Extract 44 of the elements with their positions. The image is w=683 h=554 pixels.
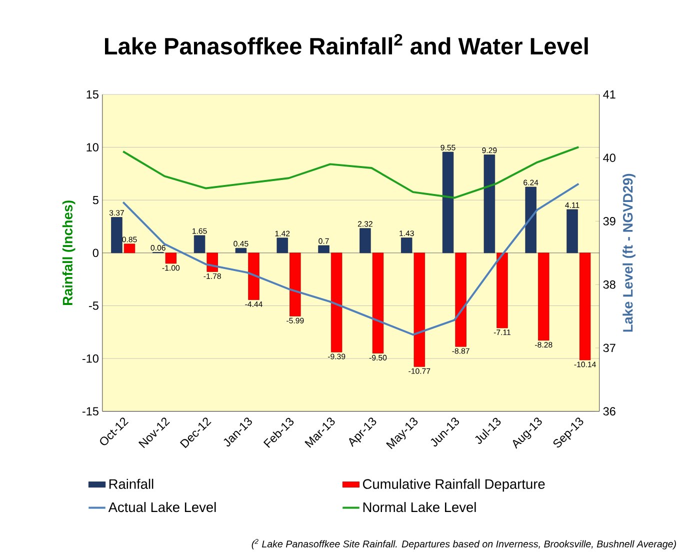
y2-tick-label: 38 — [603, 280, 616, 289]
bar — [276, 238, 288, 254]
legend-label: Cumulative Rainfall Departure — [362, 478, 545, 492]
bar — [360, 228, 371, 254]
y-tick-label: 0 — [92, 248, 98, 258]
bar — [124, 244, 136, 254]
y2-tick-label: 37 — [603, 344, 616, 352]
legend-label: Actual Lake Level — [108, 502, 216, 512]
bar — [525, 186, 536, 254]
y2-tick-label: 39 — [603, 217, 616, 226]
y-tick-label: -15 — [82, 407, 98, 416]
y2-axis-title: Lake Level (ft - NGVD29) — [622, 174, 636, 332]
bar — [372, 252, 384, 354]
bar — [165, 252, 177, 264]
y2-tick-label: 41 — [603, 90, 616, 99]
bar — [414, 252, 426, 367]
bar — [290, 252, 301, 316]
bar — [248, 252, 260, 300]
bar — [111, 217, 122, 254]
bar — [566, 209, 578, 254]
legend-label: Normal Lake Level — [363, 502, 476, 512]
y-tick-label: 5 — [92, 196, 98, 204]
bar — [484, 154, 496, 254]
y2-tick-label: 36 — [603, 407, 616, 416]
bar — [318, 245, 330, 254]
y-tick-label: 10 — [86, 143, 98, 152]
bar — [455, 252, 466, 347]
bar — [401, 238, 412, 254]
y-tick-label: 15 — [86, 90, 98, 99]
y-axis-title: Rainfall (Inches) — [62, 200, 76, 305]
bar — [579, 252, 591, 360]
y-tick-label: -5 — [89, 302, 98, 310]
legend-label: Rainfall — [109, 478, 154, 489]
bar — [538, 252, 550, 341]
bar — [496, 252, 508, 328]
bar — [194, 235, 206, 254]
bar — [330, 252, 342, 352]
text: ($^{2}$ Lake Panasoffkee Site Rainfall. Departures based on Inverness, Brooksville, Bushnell Average) — [252, 538, 676, 550]
y2-tick-label: 40 — [603, 154, 616, 162]
bar — [235, 248, 247, 254]
chart-title: Lake Panasoffkee Rainfall$^{2}$ and Water Level — [104, 34, 588, 55]
bar — [442, 152, 454, 254]
y-tick-label: -10 — [82, 354, 98, 363]
line-series — [122, 146, 580, 199]
